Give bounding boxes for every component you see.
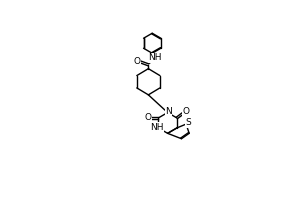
Text: O: O <box>183 107 190 116</box>
Text: S: S <box>185 118 191 127</box>
Text: NH: NH <box>148 53 162 62</box>
Text: O: O <box>144 113 151 122</box>
Text: N: N <box>165 107 172 116</box>
Text: O: O <box>133 57 140 66</box>
Text: NH: NH <box>150 123 164 132</box>
